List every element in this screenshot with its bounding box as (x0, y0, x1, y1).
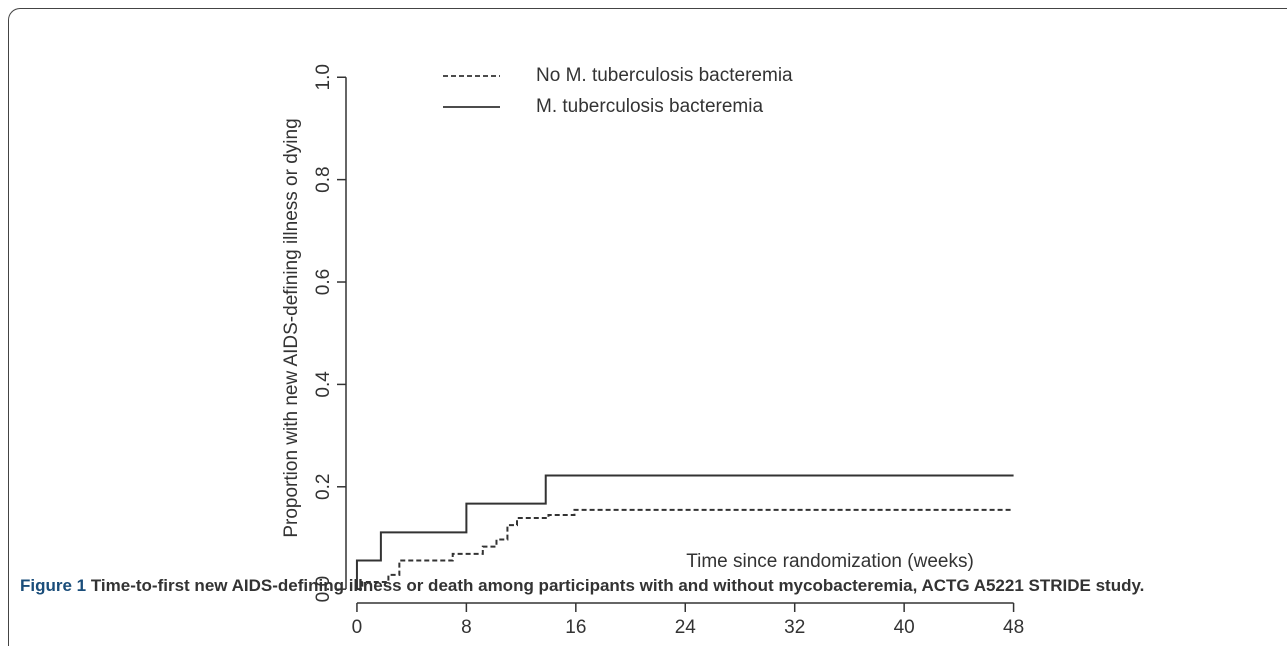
x-tick-label: 32 (784, 617, 805, 638)
y-tick-label: 0.8 (313, 166, 334, 192)
survival-curve (356, 508, 1014, 591)
x-tick-label: 8 (461, 617, 472, 638)
x-tick-label: 40 (894, 617, 915, 638)
x-tick-label: 16 (565, 617, 586, 638)
caption-text: Time-to-first new AIDS-defining illness … (90, 576, 1145, 595)
x-tick-label: 0 (352, 617, 363, 638)
legend-label: M. tuberculosis bacteremia (536, 96, 763, 117)
caption: Figure 1 Time-to-first new AIDS-defining… (20, 572, 1200, 599)
y-tick-label: 0.6 (313, 269, 334, 295)
y-tick-label: 1.0 (313, 64, 334, 90)
survival-curve (355, 474, 1014, 590)
y-axis-label: Proportion with new AIDS-defining illnes… (281, 118, 302, 537)
y-tick-label: 0.0 (313, 576, 334, 602)
x-tick-label: 24 (675, 617, 697, 638)
legend-label: No M. tuberculosis bacteremia (536, 65, 793, 86)
y-tick-label: 0.2 (313, 474, 334, 500)
y-tick-label: 0.4 (313, 371, 334, 398)
caption-label: Figure 1 (20, 576, 87, 595)
x-tick-label: 48 (1003, 617, 1024, 638)
x-axis-label: Time since randomization (weeks) (686, 551, 974, 572)
figure-frame (8, 8, 1287, 646)
